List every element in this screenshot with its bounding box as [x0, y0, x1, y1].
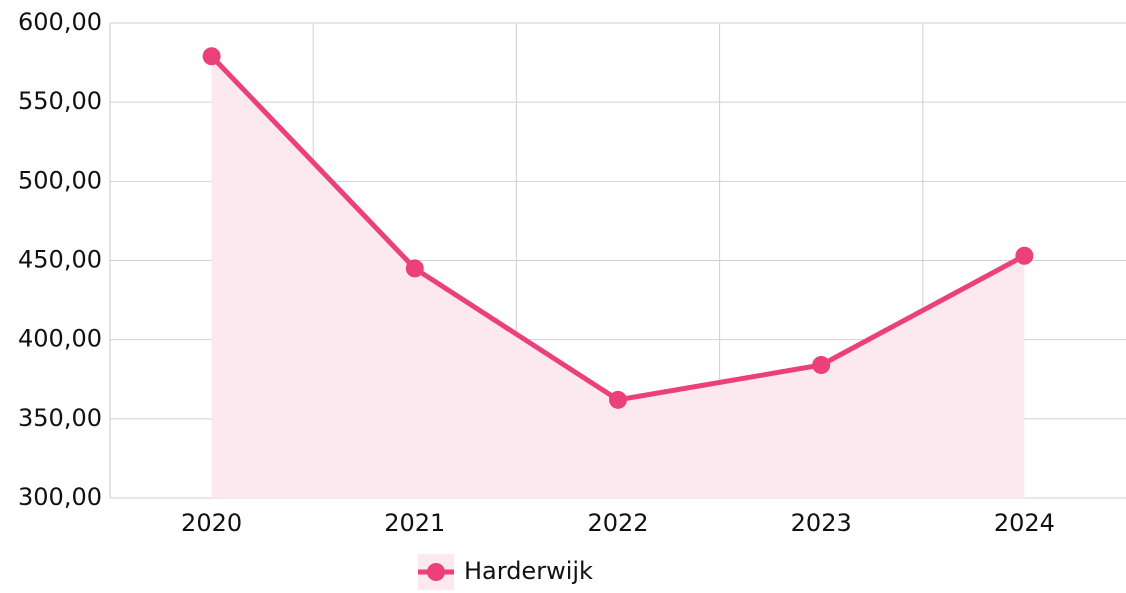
y-tick-label: 550,00: [18, 87, 102, 115]
x-tick-label: 2024: [994, 509, 1055, 537]
point: [812, 356, 831, 374]
x-tick-label: 2020: [181, 509, 242, 537]
legend-marker: [427, 563, 445, 581]
point: [202, 47, 221, 66]
y-tick-label: 500,00: [18, 166, 102, 194]
y-tick-label: 350,00: [18, 404, 102, 432]
point: [609, 390, 627, 409]
legend-label: Harderwijk: [464, 557, 593, 585]
area: [211, 56, 1025, 498]
x-tick-label: 2023: [791, 509, 852, 537]
x-tick-label: 2022: [587, 509, 648, 537]
y-tick-label: 600,00: [18, 8, 102, 36]
y-tick-label: 300,00: [18, 483, 102, 511]
point: [1015, 246, 1034, 265]
y-tick-label: 400,00: [18, 325, 102, 353]
point: [405, 259, 424, 278]
x-tick-label: 2021: [384, 509, 445, 537]
y-tick-label: 450,00: [18, 246, 102, 274]
